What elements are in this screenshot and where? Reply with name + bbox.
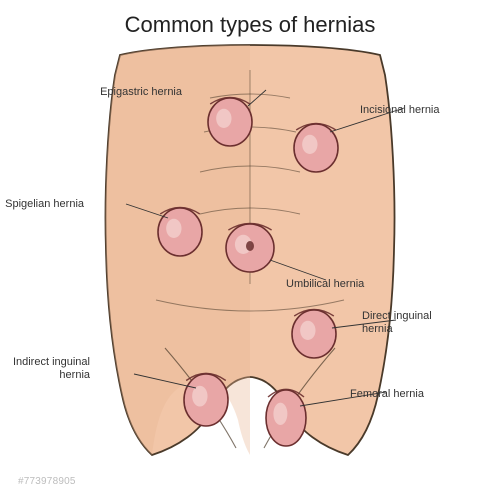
- page-title: Common types of hernias: [0, 12, 500, 38]
- label-incisional: Incisional hernia: [360, 104, 440, 117]
- hernia-incisional: [294, 123, 338, 172]
- hernia-spigelian: [158, 207, 202, 256]
- label-epigastric: Epigastric hernia: [100, 86, 182, 99]
- anatomy-svg: [0, 0, 500, 500]
- hernia-epigastric: [208, 97, 252, 146]
- label-indirect_inguinal: Indirect inguinal hernia: [13, 356, 90, 381]
- label-spigelian: Spigelian hernia: [5, 198, 84, 211]
- hernia-indirect_inguinal: [184, 373, 228, 426]
- hernia-direct_inguinal: [292, 309, 336, 358]
- label-umbilical: Umbilical hernia: [286, 278, 364, 291]
- hernia-femoral: [266, 389, 306, 446]
- diagram-canvas: Common types of hernias Epigastric herni…: [0, 0, 500, 500]
- label-direct_inguinal: Direct inguinal hernia: [362, 310, 432, 335]
- stock-watermark: #773978905: [18, 476, 76, 487]
- hernia-umbilical: [226, 223, 274, 272]
- label-femoral: Femoral hernia: [350, 388, 424, 401]
